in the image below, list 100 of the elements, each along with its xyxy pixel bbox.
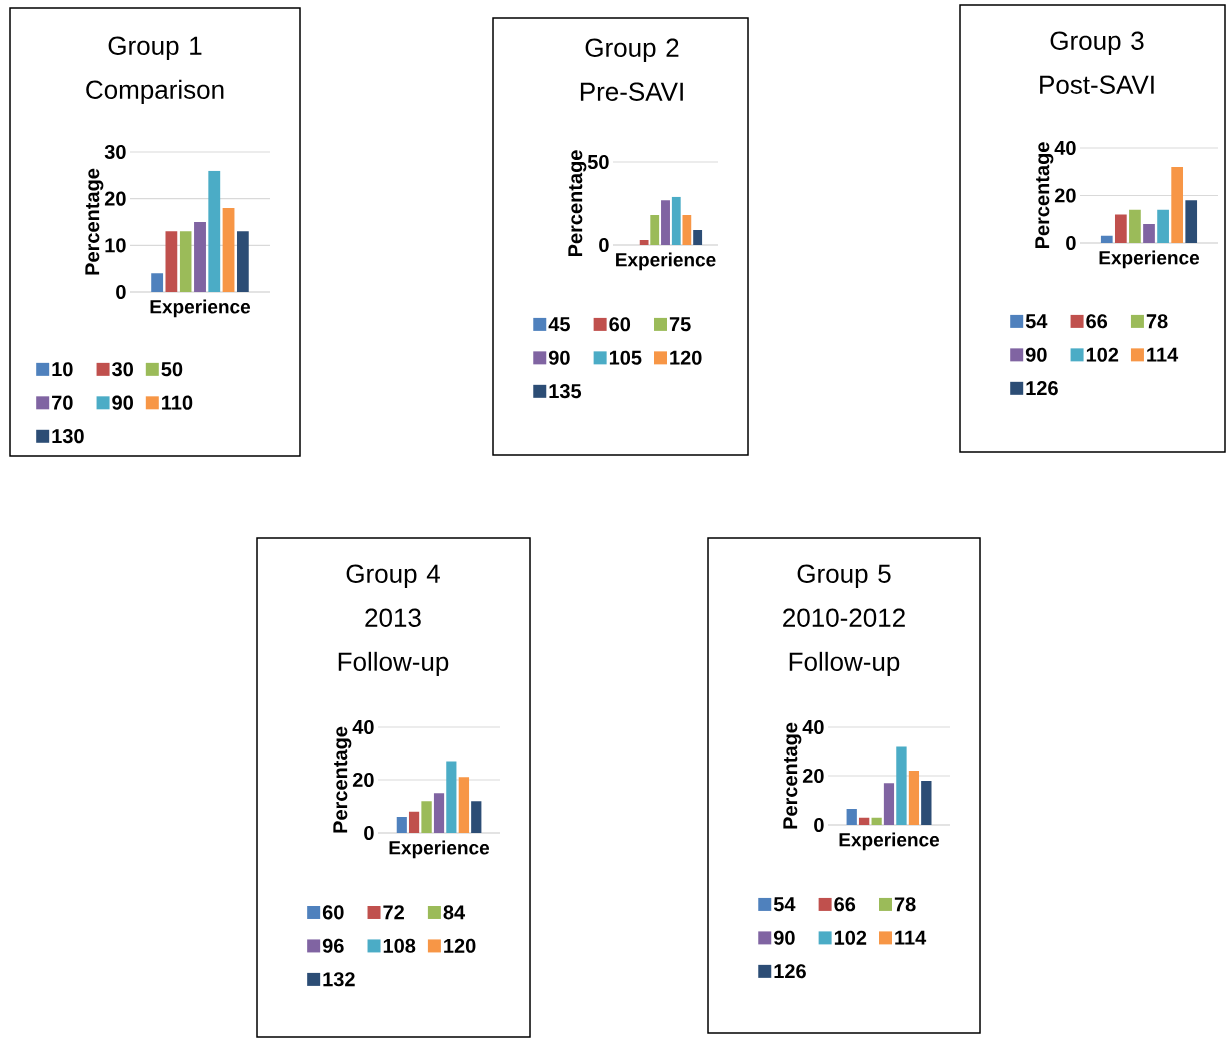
bar (446, 761, 457, 833)
legend-label: 66 (1086, 314, 1108, 329)
legend-label: 90 (1025, 347, 1047, 362)
y-tick-label: 0 (599, 237, 609, 253)
bar (671, 196, 681, 245)
legend-label: 84 (443, 905, 466, 920)
legend-label: 102 (834, 930, 867, 945)
legend-label: 90 (773, 930, 795, 945)
bar (1129, 209, 1141, 243)
y-tick-label: 30 (104, 144, 126, 160)
legend-label: 60 (609, 317, 631, 332)
bar (883, 783, 895, 825)
bar (908, 771, 920, 825)
legend-label: 72 (383, 905, 404, 920)
legend-label: 120 (444, 938, 476, 953)
bar (165, 231, 178, 292)
chart-title: Group 5 (797, 564, 891, 589)
bar (871, 817, 882, 825)
bar (1171, 166, 1184, 243)
legend-label: 75 (669, 317, 691, 332)
y-tick-label: 20 (1054, 188, 1076, 203)
chart-subtitle: 2010-2012 Follow-up (783, 608, 905, 677)
legend-label: 50 (161, 362, 183, 377)
bar (408, 811, 420, 833)
bar (1100, 235, 1113, 243)
chart-subtitle: Comparison (86, 79, 224, 105)
bar (396, 817, 407, 833)
legend-label: 108 (383, 938, 416, 953)
bar (661, 200, 670, 245)
y-axis-title: Percentage (333, 726, 352, 833)
legend-label: 10 (52, 362, 73, 377)
chart-subtitle: Pre-SAVI (580, 82, 683, 101)
y-tick-label: 40 (802, 719, 824, 735)
bar (471, 801, 482, 833)
x-axis-title: Experience (839, 832, 940, 851)
y-tick-label: 0 (364, 825, 374, 841)
legend-label: 78 (894, 897, 916, 912)
x-axis-title: Experience (1099, 250, 1200, 269)
bar (693, 230, 703, 245)
bar (458, 777, 470, 833)
chart-title: Group 1 (108, 36, 202, 61)
legend-label: 102 (1086, 347, 1119, 362)
legend-label: 96 (322, 938, 344, 953)
legend-label: 90 (112, 395, 133, 410)
y-tick-label: 40 (352, 719, 374, 735)
bar (236, 231, 249, 292)
bar (208, 170, 221, 292)
legend-label: 135 (549, 384, 582, 399)
chart-title: Group 4 (346, 564, 440, 589)
bar (1157, 209, 1169, 243)
x-axis-title: Experience (389, 840, 490, 859)
x-axis-title: Experience (150, 299, 251, 318)
legend-label: 54 (773, 897, 796, 912)
bar (1114, 214, 1127, 243)
bar (1143, 223, 1155, 243)
chart-title: Group 3 (1050, 31, 1144, 56)
bar (639, 240, 649, 245)
bar (179, 231, 192, 292)
legend-label: 126 (1026, 381, 1058, 396)
legend-label: 78 (1146, 314, 1168, 329)
legend-label: 126 (774, 964, 806, 979)
y-axis-title: Percentage (568, 150, 587, 257)
legend-label: 60 (322, 905, 344, 920)
y-tick-label: 10 (105, 238, 126, 253)
y-tick-label: 40 (1054, 140, 1076, 156)
legend-label: 120 (670, 350, 702, 365)
bar (650, 215, 660, 245)
y-tick-label: 0 (116, 284, 126, 300)
bar (433, 793, 445, 833)
legend-label: 45 (548, 317, 570, 332)
legend-label: 130 (52, 429, 84, 444)
legend-label: 114 (895, 930, 927, 945)
bar (421, 801, 432, 833)
chart-title: Group 2 (585, 38, 679, 63)
y-tick-label: 20 (802, 768, 824, 784)
chart-subtitle: Post-SAVI (1040, 75, 1154, 94)
legend-label: 70 (52, 395, 73, 410)
y-tick-label: 20 (104, 191, 126, 206)
bar (682, 215, 692, 245)
y-tick-label: 20 (352, 772, 374, 788)
legend-label: 105 (609, 350, 642, 365)
bar (846, 809, 857, 825)
bar (194, 221, 206, 292)
bar (1185, 200, 1198, 243)
legend-label: 66 (834, 897, 856, 912)
bar (222, 207, 235, 292)
y-axis-title: Percentage (783, 722, 802, 829)
y-tick-label: 0 (1066, 235, 1076, 251)
x-axis-title: Experience (616, 252, 716, 271)
legend-label: 132 (323, 972, 355, 987)
y-axis-title: Percentage (1035, 142, 1054, 249)
bar (921, 780, 932, 825)
bar (858, 817, 870, 825)
bar (896, 746, 907, 825)
y-tick-label: 0 (814, 817, 824, 833)
bar (151, 273, 164, 292)
chart-subtitle: 2013 Follow-up (338, 608, 449, 677)
legend-label: 114 (1147, 347, 1179, 362)
legend-label: 110 (162, 395, 193, 410)
y-axis-title: Percentage (85, 168, 104, 275)
